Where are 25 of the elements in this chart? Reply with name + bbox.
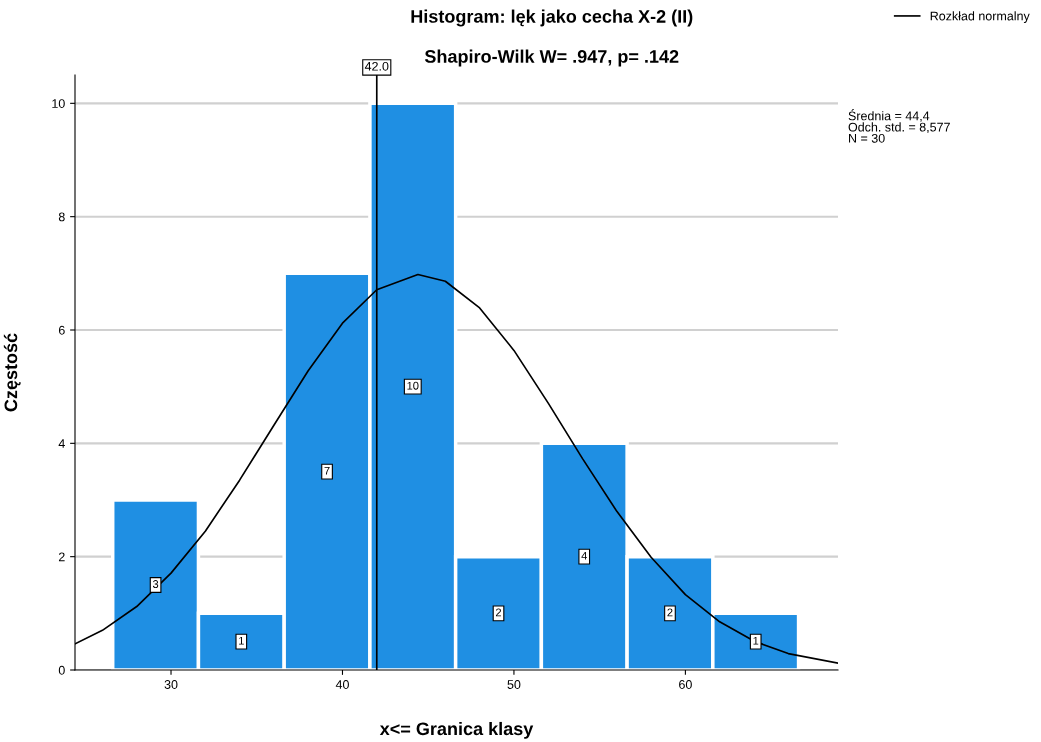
data-label: 1 bbox=[239, 636, 244, 645]
chart-title: Histogram: lęk jako cecha X-2 (II) bbox=[411, 9, 693, 27]
y-tick-label: 2 bbox=[58, 552, 65, 562]
data-label: 3 bbox=[152, 580, 159, 588]
x-axis-title: x<= Granica klasy bbox=[379, 721, 534, 739]
data-label: 10 bbox=[407, 381, 419, 390]
data-label: 7 bbox=[324, 466, 330, 475]
y-axis-title: Częstość bbox=[3, 333, 21, 412]
data-label: 2 bbox=[495, 608, 502, 617]
data-label: 4 bbox=[581, 551, 587, 560]
y-tick-label: 4 bbox=[58, 439, 65, 448]
y-tick-label: 0 bbox=[58, 665, 65, 675]
legend-label: Rozkład normalny bbox=[930, 11, 1030, 23]
x-tick-label: 60 bbox=[679, 680, 692, 689]
text: Średnia = 44,4 Odch. std. = 8,577 N = 30 bbox=[848, 109, 950, 143]
y-tick-label: 8 bbox=[58, 212, 65, 222]
y-tick-label: 6 bbox=[58, 325, 65, 335]
x-tick-label: 50 bbox=[507, 680, 521, 689]
x-tick-label: 30 bbox=[164, 680, 178, 689]
x-tick-label: 40 bbox=[335, 680, 349, 689]
data-label: 2 bbox=[667, 608, 673, 617]
ref-line-label: 42.0 bbox=[364, 61, 389, 71]
data-label: 1 bbox=[753, 636, 759, 645]
chart-subtitle: Shapiro-Wilk W= .947, p= .142 bbox=[424, 49, 679, 67]
y-tick-label: 10 bbox=[52, 99, 65, 108]
